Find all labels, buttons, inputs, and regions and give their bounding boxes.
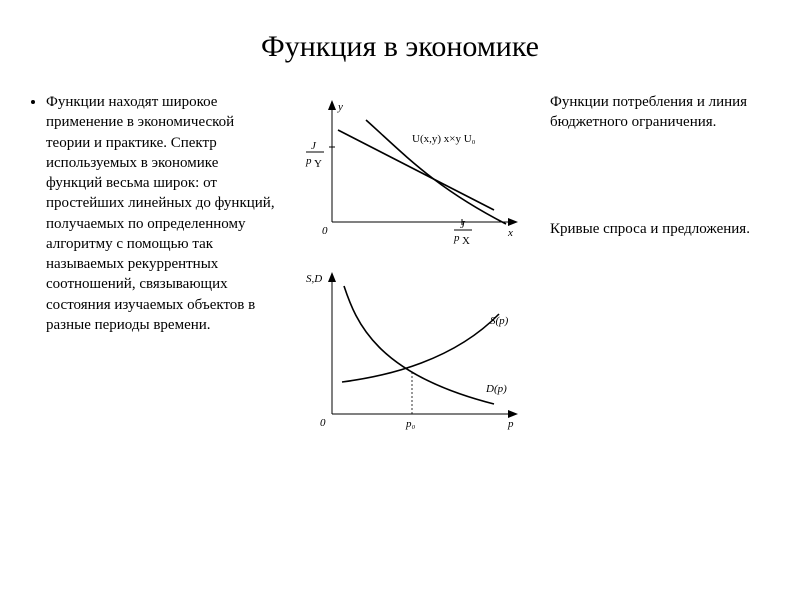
left-paragraph: Функции находят широкое применение в эко… bbox=[46, 92, 278, 335]
svg-text:Y: Y bbox=[314, 158, 322, 170]
chart1-xtick: J p X bbox=[453, 219, 472, 247]
chart2-x-label: p bbox=[507, 418, 514, 430]
charts-column: J p Y J p X y x bbox=[284, 92, 544, 434]
page-title: Функция в экономике bbox=[28, 30, 772, 64]
chart2-supply-label: S(p) bbox=[490, 315, 509, 327]
right-column: Функции потребления и линия бюджетного о… bbox=[550, 92, 772, 434]
left-column: Функции находят широкое применение в эко… bbox=[28, 92, 278, 434]
right-caption-1: Функции потребления и линия бюджетного о… bbox=[550, 92, 772, 133]
svg-text:p: p bbox=[305, 155, 312, 167]
chart-budget-utility: J p Y J p X y x bbox=[294, 92, 534, 252]
chart2-eq-label: p₀ bbox=[405, 418, 416, 430]
right-caption-2: Кривые спроса и предложения. bbox=[550, 219, 772, 239]
chart1-origin-label: 0 bbox=[322, 225, 328, 237]
svg-text:p: p bbox=[453, 232, 460, 244]
chart1-x-label: x bbox=[507, 227, 513, 239]
chart2-svg: S,D p 0 S(p) D(p) p₀ bbox=[294, 264, 534, 434]
chart2-supply-curve bbox=[342, 314, 499, 382]
chart-supply-demand: S,D p 0 S(p) D(p) p₀ bbox=[294, 264, 534, 434]
svg-text:J: J bbox=[311, 140, 317, 152]
chart1-svg: J p Y J p X y x bbox=[294, 92, 534, 252]
chart1-y-label: y bbox=[337, 101, 343, 113]
svg-text:X: X bbox=[462, 235, 470, 247]
chart1-ytick: J p Y bbox=[305, 140, 335, 170]
chart2-demand-curve bbox=[344, 286, 494, 404]
content-columns: Функции находят широкое применение в эко… bbox=[28, 92, 772, 434]
svg-text:J: J bbox=[460, 219, 466, 231]
chart2-origin-label: 0 bbox=[320, 417, 326, 429]
chart2-y-label: S,D bbox=[306, 273, 322, 285]
chart1-utility-labels: U(x,y) x×y U₀ bbox=[412, 133, 476, 145]
chart2-axes bbox=[328, 272, 518, 418]
chart2-demand-label: D(p) bbox=[485, 383, 507, 395]
